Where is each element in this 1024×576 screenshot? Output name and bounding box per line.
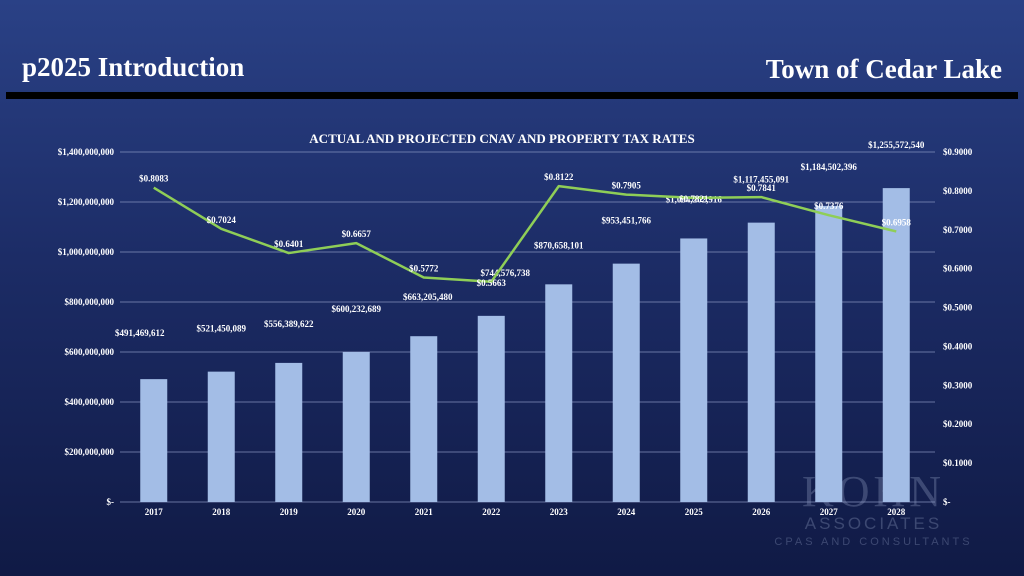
y-right-tick-label: $0.6000 [943,264,973,274]
slide-title: p2025 Introduction [22,52,245,82]
watermark-line2: ASSOCIATES [804,514,943,533]
x-tick-label: 2021 [415,507,434,517]
y-right-tick-label: $0.5000 [943,303,973,313]
bar-cnav-2026 [747,222,775,502]
bar-data-label: $556,389,622 [264,319,314,329]
x-tick-label: 2025 [685,507,704,517]
bar-data-label: $1,117,455,091 [733,175,789,185]
x-tick-label: 2017 [145,507,164,517]
y-left-tick-label: $800,000,000 [65,297,115,307]
bar-data-label: $870,658,101 [534,240,584,250]
y-right-tick-label: $0.9000 [943,147,973,157]
y-right-tick-label: $0.4000 [943,341,973,351]
x-tick-label: 2019 [280,507,299,517]
y-left-tick-label: $600,000,000 [65,347,115,357]
bar-cnav-2022 [477,315,505,502]
line-data-label: $0.7905 [612,181,642,191]
x-tick-label: 2023 [550,507,569,517]
line-tax-rate [153,184,897,284]
y-right-tick-label: $0.1000 [943,458,973,468]
bar-data-label: $744,576,738 [481,268,531,278]
y-right-tick-label: $0.2000 [943,419,973,429]
line-data-label: $0.6401 [274,239,304,249]
bar-data-label: $600,232,689 [332,304,382,314]
bar-data-label: $1,054,202,916 [666,194,723,204]
bar-data-label: $1,255,572,540 [868,140,925,150]
y-left-tick-label: $1,200,000,000 [58,197,115,207]
bar-cnav-2024 [612,263,640,502]
y-right-tick-label: $0.7000 [943,225,973,235]
x-tick-label: 2020 [347,507,366,517]
bar-cnav-2027 [815,205,843,503]
title-divider [6,92,1018,99]
y-right-tick-label: $0.3000 [943,380,973,390]
x-tick-label: 2027 [820,507,839,517]
bar-cnav-2019 [275,362,303,502]
bar-cnav-2028 [882,188,910,502]
line-data-label: $0.5772 [409,264,439,274]
line-data-label: $0.6657 [342,229,372,239]
bar-data-label: $521,450,089 [197,324,247,334]
line-data-label: $0.6958 [882,217,912,227]
x-tick-label: 2022 [482,507,501,517]
line-data-label: $0.7821 [679,194,709,204]
y-left-tick-label: $200,000,000 [65,447,115,457]
bar-cnav-2025 [680,238,708,502]
organization-name: Town of Cedar Lake [765,54,1002,84]
x-tick-label: 2018 [212,507,231,517]
chart-title: ACTUAL AND PROJECTED CNAV AND PROPERTY T… [309,131,695,146]
line-data-label: $0.8122 [544,172,574,182]
bar-cnav-2020 [342,351,370,502]
bar-cnav-2018 [207,371,235,502]
y-left-tick-label: $400,000,000 [65,397,115,407]
bar-data-label: $1,184,502,396 [801,162,858,172]
x-tick-label: 2024 [617,507,636,517]
y-left-tick-label: $- [107,497,115,507]
line-data-label: $0.7024 [207,215,237,225]
bar-cnav-2021 [410,336,438,502]
line-data-label: $0.7841 [747,183,777,193]
bar-data-label: $491,469,612 [115,328,165,338]
bar-data-label: $953,451,766 [602,216,652,226]
y-right-tick-label: $0.8000 [943,186,973,196]
line-data-label: $0.7376 [814,201,844,211]
bar-cnav-2017 [140,379,168,502]
y-right-tick-label: $- [943,497,951,507]
line-data-label: $0.8083 [139,174,169,184]
bar-cnav-2023 [545,284,573,502]
line-data-label: $0.5663 [477,278,507,288]
bar-data-label: $663,205,480 [403,292,453,302]
y-left-tick-label: $1,400,000,000 [58,147,115,157]
x-tick-label: 2028 [887,507,906,517]
y-left-tick-label: $1,000,000,000 [58,247,115,257]
watermark-tagline: CPAS AND CONSULTANTS [774,536,973,548]
x-tick-label: 2026 [752,507,771,517]
